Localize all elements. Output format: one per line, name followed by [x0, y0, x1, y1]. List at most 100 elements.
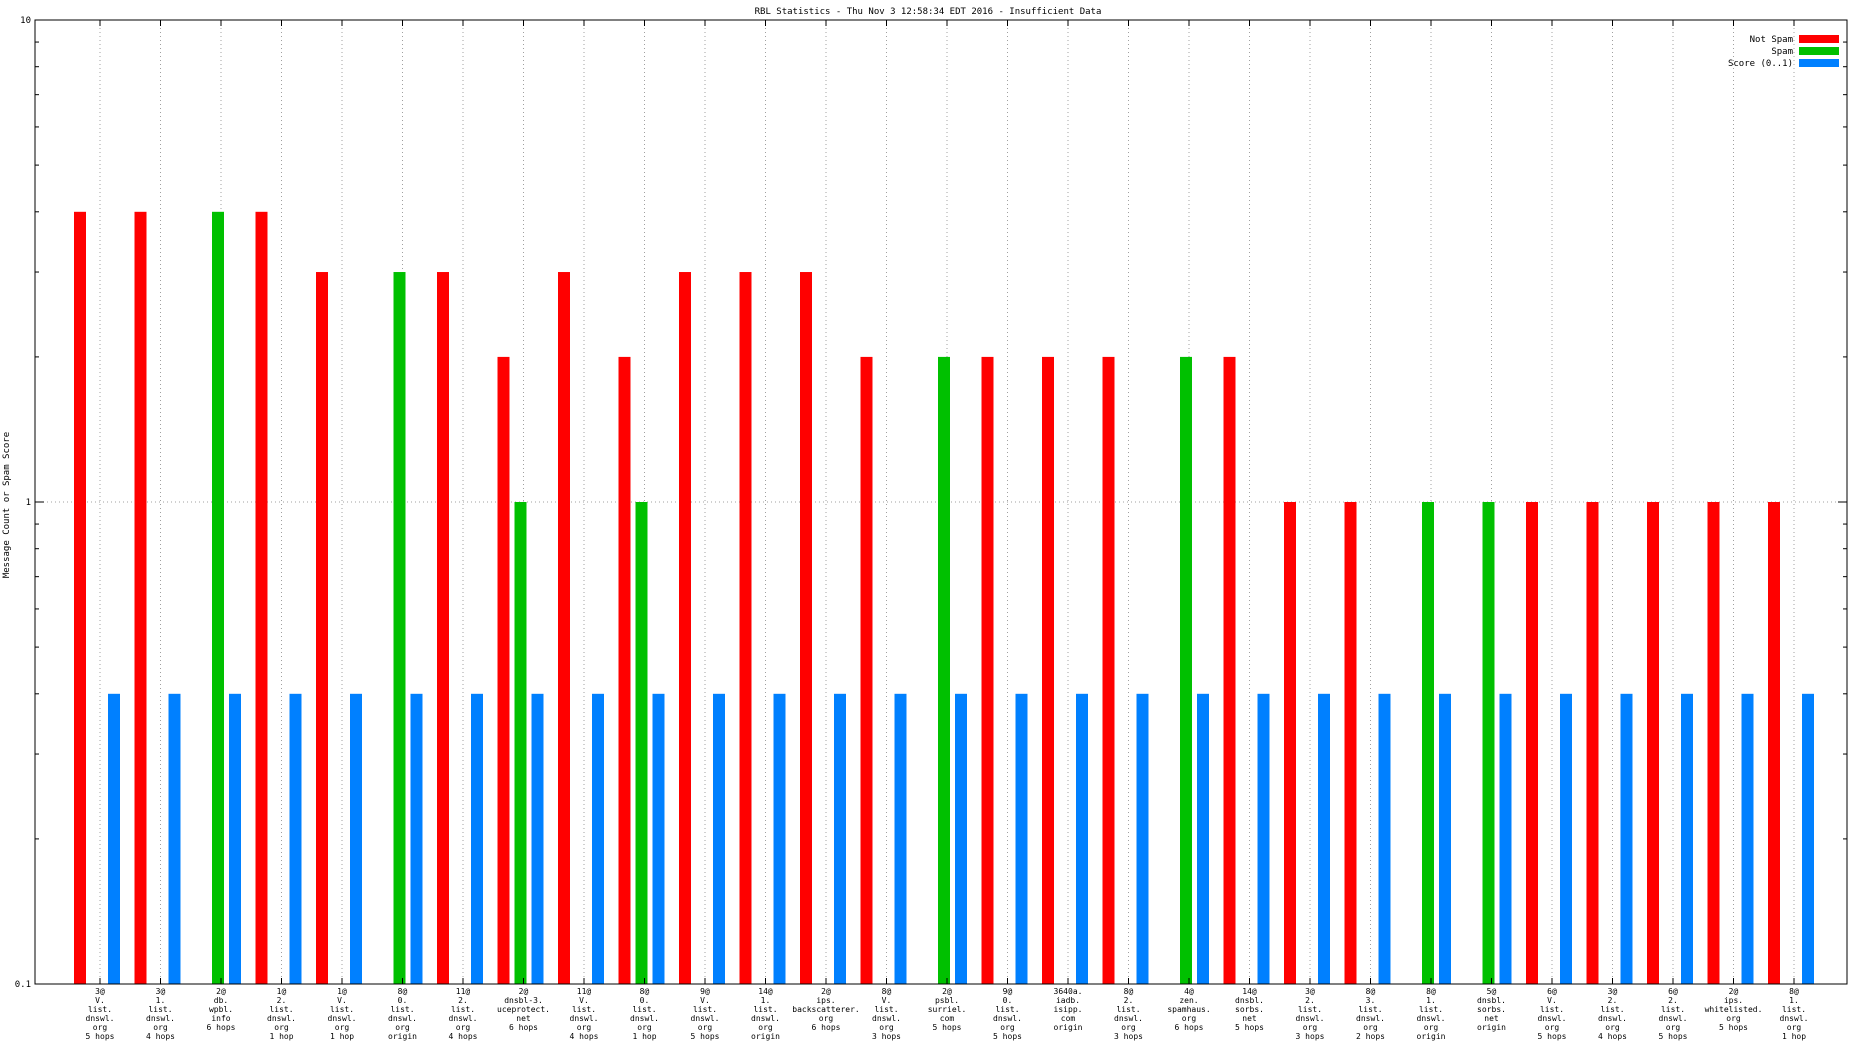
x-tick-label-line: dnswl.: [993, 1014, 1022, 1023]
bar-score-0-1: [471, 693, 483, 984]
bar-not-spam: [981, 356, 994, 984]
x-tick-label-line: 3@: [1608, 987, 1618, 996]
x-tick-label-line: zen.: [1179, 996, 1198, 1005]
x-tick-label-line: dnsbl.: [1235, 996, 1264, 1005]
x-tick-label-line: list.: [1540, 1005, 1564, 1014]
x-tick-label-line: 3@: [1305, 987, 1315, 996]
x-tick-label-line: 1@: [337, 987, 347, 996]
x-tick-label: 3@ 2. list. dnswl. org 4 hops: [1598, 987, 1627, 1041]
x-tick-label-line: dnswl.: [86, 1014, 115, 1023]
bar-score-0-1: [1197, 693, 1209, 984]
x-tick-label-line: dnswl.: [1780, 1014, 1809, 1023]
x-tick-label-line: org: [335, 1023, 350, 1032]
legend-swatch: [1799, 35, 1839, 43]
bar-score-0-1: [652, 693, 665, 984]
bar-not-spam: [558, 272, 570, 984]
x-tick-label-line: dnswl.: [1659, 1014, 1688, 1023]
bar-score-0-1: [1378, 693, 1391, 984]
bar-not-spam: [497, 356, 510, 984]
y-axis-label: Message Count or Spam Score: [2, 432, 12, 578]
x-tick-label-line: list.: [1782, 1005, 1806, 1014]
x-tick-label-line: origin: [1477, 1023, 1506, 1032]
x-tick-label-line: 14@: [758, 987, 773, 996]
x-tick-label-line: 6@: [1668, 987, 1678, 996]
bar-not-spam: [1284, 502, 1296, 984]
bar-not-spam: [74, 211, 86, 985]
x-tick-label-line: V.: [700, 996, 710, 1005]
x-tick-label-line: list.: [874, 1005, 898, 1014]
x-tick-label-line: org: [1726, 1014, 1741, 1023]
x-tick-label: 14@ dnsbl. sorbs. net 5 hops: [1235, 987, 1264, 1032]
x-tick-label-line: net: [1484, 1014, 1499, 1023]
bar-spam: [393, 272, 406, 984]
x-tick-label-line: list.: [269, 1005, 293, 1014]
x-tick-label-line: dnswl.: [570, 1014, 599, 1023]
x-tick-label-line: 4 hops: [570, 1032, 599, 1041]
x-tick-label-line: 9@: [700, 987, 710, 996]
x-tick-label-line: 3640a.: [1054, 987, 1083, 996]
x-tick-label-line: 8@: [398, 987, 408, 996]
bar-spam: [635, 502, 648, 984]
x-tick-label-line: dnsbl-3.: [504, 996, 543, 1005]
x-tick-label-line: sorbs.: [1477, 1005, 1506, 1014]
x-tick-label-line: org: [758, 1023, 773, 1032]
x-tick-label-line: 3 hops: [872, 1032, 901, 1041]
x-tick-label-line: 8@: [1366, 987, 1376, 996]
bar-score-0-1: [289, 693, 302, 984]
x-tick-label-line: net: [1242, 1014, 1257, 1023]
x-tick-label-line: 1 hop: [330, 1032, 354, 1041]
bar-score-0-1: [1076, 693, 1088, 984]
bar-not-spam: [1223, 356, 1236, 984]
x-tick-label-line: 4 hops: [146, 1032, 175, 1041]
x-tick-label-line: dnswl.: [872, 1014, 901, 1023]
x-tick-label: 14@ 1. list. dnswl. org origin: [751, 987, 780, 1041]
x-tick-label-line: origin: [388, 1032, 417, 1041]
x-tick-label-line: 6 hops: [509, 1023, 538, 1032]
x-tick-label-line: 3@: [156, 987, 166, 996]
x-tick-label-line: 1 hop: [269, 1032, 293, 1041]
x-tick-label-line: org: [1363, 1023, 1378, 1032]
x-tick-label: 6@ 2. list. dnswl. org 5 hops: [1659, 987, 1688, 1041]
x-tick-label-line: whitelisted.: [1705, 1005, 1763, 1014]
x-tick-label-line: list.: [390, 1005, 414, 1014]
x-tick-label-line: org: [1182, 1014, 1197, 1023]
x-tick-label: 8@ 3. list. dnswl. org 2 hops: [1356, 987, 1385, 1041]
bar-not-spam: [1707, 502, 1720, 984]
x-tick-label-line: org: [637, 1023, 652, 1032]
x-tick-label-line: sorbs.: [1235, 1005, 1264, 1014]
x-tick-label-line: dnswl.: [388, 1014, 417, 1023]
x-tick-label: 8@ 1. list. dnswl. org origin: [1417, 987, 1446, 1041]
x-tick-label: 3@ V. list. dnswl. org 5 hops: [86, 987, 115, 1041]
legend-label: Not Spam: [1750, 35, 1793, 45]
grid-lines: [35, 20, 1847, 984]
x-tick-label-line: 6 hops: [812, 1023, 841, 1032]
x-tick-label-line: dnswl.: [751, 1014, 780, 1023]
x-tick-label-line: 8@: [1124, 987, 1134, 996]
x-tick-label-line: info: [211, 1014, 230, 1023]
x-tick-label-line: list.: [1116, 1005, 1140, 1014]
x-tick-label-line: 5 hops: [993, 1032, 1022, 1041]
bar-score-0-1: [168, 693, 181, 984]
x-tick-label-line: 5 hops: [1538, 1032, 1567, 1041]
x-tick-label-line: 2@: [821, 987, 831, 996]
x-tick-label-line: 2@: [1729, 987, 1739, 996]
bar-score-0-1: [350, 693, 362, 984]
bar-not-spam: [316, 272, 328, 984]
x-tick-label: 8@ 1. list. dnswl. org 1 hop: [1780, 987, 1809, 1041]
bar-not-spam: [1042, 356, 1054, 984]
x-tick-label-line: 3 hops: [1296, 1032, 1325, 1041]
x-tick-label-line: com: [940, 1014, 955, 1023]
bar-score-0-1: [108, 693, 120, 984]
x-tick-label-line: list.: [995, 1005, 1019, 1014]
bar-score-0-1: [229, 693, 241, 984]
x-tick-label: 2@ ips. whitelisted. org 5 hops: [1705, 987, 1763, 1032]
x-tick-label-line: org: [274, 1023, 289, 1032]
legend-swatch: [1799, 59, 1839, 67]
bar-not-spam: [618, 356, 631, 984]
x-tick-label-line: 1 hop: [1782, 1032, 1806, 1041]
x-tick-label-line: 6 hops: [207, 1023, 236, 1032]
legend-label: Spam: [1771, 47, 1793, 57]
x-tick-label-line: surriel.: [928, 1005, 967, 1014]
x-tick-label-line: dnswl.: [1417, 1014, 1446, 1023]
